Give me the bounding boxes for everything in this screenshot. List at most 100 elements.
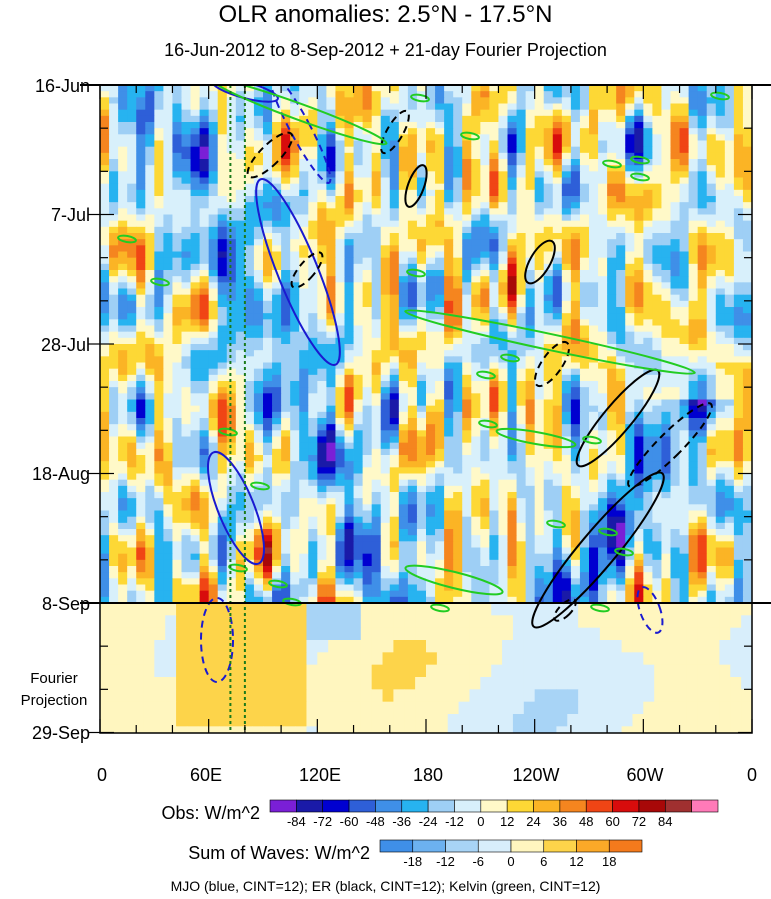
obs-cell xyxy=(534,146,545,154)
obs-cell xyxy=(688,122,699,129)
obs-cell xyxy=(389,294,400,302)
obs-cell xyxy=(326,233,336,240)
obs-cell xyxy=(317,350,327,357)
obs-cell xyxy=(480,325,490,333)
obs-cell xyxy=(317,214,327,222)
obs-cell xyxy=(534,411,545,419)
obs-cell xyxy=(733,183,744,191)
obs-cell xyxy=(389,288,400,296)
obs-cell xyxy=(724,473,735,481)
obs-cell xyxy=(525,189,536,197)
obs-cell xyxy=(281,313,291,320)
obs-cell xyxy=(380,270,391,277)
obs-cell xyxy=(127,344,137,351)
obs-cell xyxy=(453,331,463,339)
obs-cell xyxy=(118,251,128,259)
obs-cell xyxy=(335,436,345,444)
obs-cell xyxy=(733,208,744,215)
obs-cell xyxy=(697,455,708,462)
obs-cell xyxy=(217,436,228,444)
obs-cell xyxy=(706,350,717,357)
obs-cell xyxy=(190,492,201,499)
obs-cell xyxy=(109,350,119,357)
obs-cell xyxy=(100,233,110,240)
obs-cell xyxy=(308,325,318,333)
obs-cell xyxy=(145,510,155,518)
obs-cell xyxy=(516,134,527,141)
obs-cell xyxy=(625,455,635,462)
obs-cell xyxy=(353,319,364,326)
obs-cell xyxy=(742,165,752,172)
obs-cell xyxy=(507,504,517,511)
obs-cell xyxy=(579,233,590,240)
obs-cell xyxy=(235,467,246,474)
obs-cell xyxy=(244,257,255,265)
obs-cell xyxy=(453,448,463,456)
obs-cell xyxy=(398,498,409,505)
obs-cell xyxy=(607,424,617,431)
obs-cell xyxy=(109,288,119,296)
obs-cell xyxy=(607,331,617,339)
obs-cell xyxy=(308,374,318,382)
obs-cell xyxy=(118,498,128,505)
obs-cell xyxy=(407,448,418,456)
obs-cell xyxy=(380,504,391,511)
obs-cell xyxy=(534,313,545,320)
obs-cell xyxy=(561,189,572,197)
obs-cell xyxy=(398,251,409,259)
obs-cell xyxy=(444,233,454,240)
obs-cell xyxy=(226,196,237,203)
obs-cell xyxy=(607,300,617,308)
obs-cell xyxy=(616,202,626,209)
obs-cell xyxy=(208,313,219,320)
obs-cell xyxy=(317,134,327,141)
obs-cell xyxy=(480,276,490,283)
obs-cell xyxy=(226,202,237,209)
obs-cell xyxy=(543,374,554,382)
obs-cell xyxy=(163,381,173,388)
obs-cell xyxy=(426,430,436,437)
obs-cell xyxy=(299,214,309,222)
obs-cell xyxy=(634,387,644,394)
obs-cell xyxy=(697,220,708,228)
obs-cell xyxy=(543,492,554,499)
obs-cell xyxy=(688,276,699,283)
obs-cell xyxy=(244,387,255,394)
obs-cell xyxy=(362,109,373,117)
obs-cell xyxy=(534,325,545,333)
obs-cell xyxy=(579,85,590,92)
obs-cell xyxy=(398,202,409,209)
obs-cell xyxy=(552,337,563,345)
obs-cell xyxy=(598,282,608,289)
obs-cell xyxy=(589,257,599,265)
obs-cell xyxy=(253,448,264,456)
obs-cell xyxy=(724,294,735,302)
obs-cell xyxy=(489,436,499,444)
obs-cell xyxy=(507,399,517,407)
obs-cell xyxy=(362,411,373,419)
obs-cell xyxy=(109,214,119,222)
obs-cell xyxy=(172,91,182,98)
obs-cell xyxy=(163,140,173,148)
obs-cell xyxy=(471,226,481,234)
obs-cell xyxy=(371,177,382,185)
obs-cell xyxy=(208,263,219,271)
obs-cell xyxy=(489,381,499,388)
obs-cell xyxy=(616,294,626,302)
obs-cell xyxy=(534,387,545,394)
obs-cell xyxy=(643,418,653,425)
obs-cell xyxy=(100,362,110,370)
obs-cell xyxy=(471,245,481,252)
obs-cell xyxy=(435,448,445,456)
obs-cell xyxy=(263,146,273,154)
obs-cell xyxy=(697,344,708,351)
obs-cell xyxy=(253,436,264,444)
obs-cell xyxy=(607,257,617,265)
obs-cell xyxy=(217,202,228,209)
obs-cell xyxy=(199,189,210,197)
obs-cell xyxy=(453,196,463,203)
obs-cell xyxy=(679,448,690,456)
obs-cell xyxy=(353,202,364,209)
obs-cell xyxy=(471,498,481,505)
obs-cell xyxy=(154,319,164,326)
